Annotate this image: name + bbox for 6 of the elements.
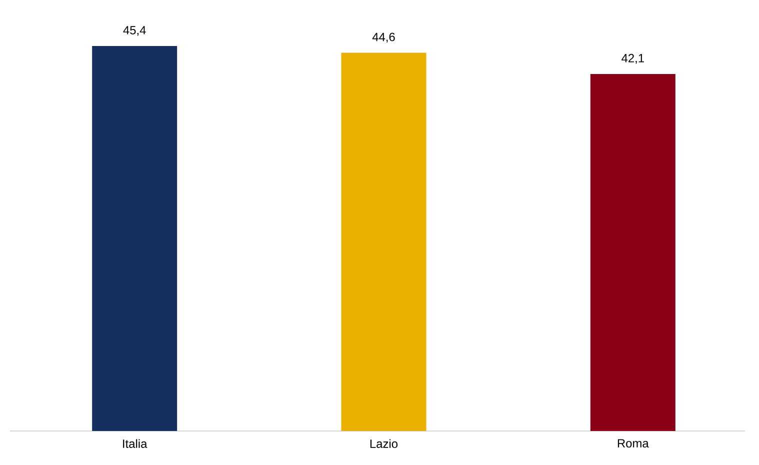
- x-tick-label: Lazio: [370, 439, 398, 448]
- x-tick-label: Roma: [618, 439, 649, 448]
- x-tick-label: Italia: [123, 439, 148, 448]
- data-label: 42,1: [622, 54, 644, 64]
- data-label: 44,6: [372, 32, 395, 43]
- data-label: 45,4: [123, 26, 146, 36]
